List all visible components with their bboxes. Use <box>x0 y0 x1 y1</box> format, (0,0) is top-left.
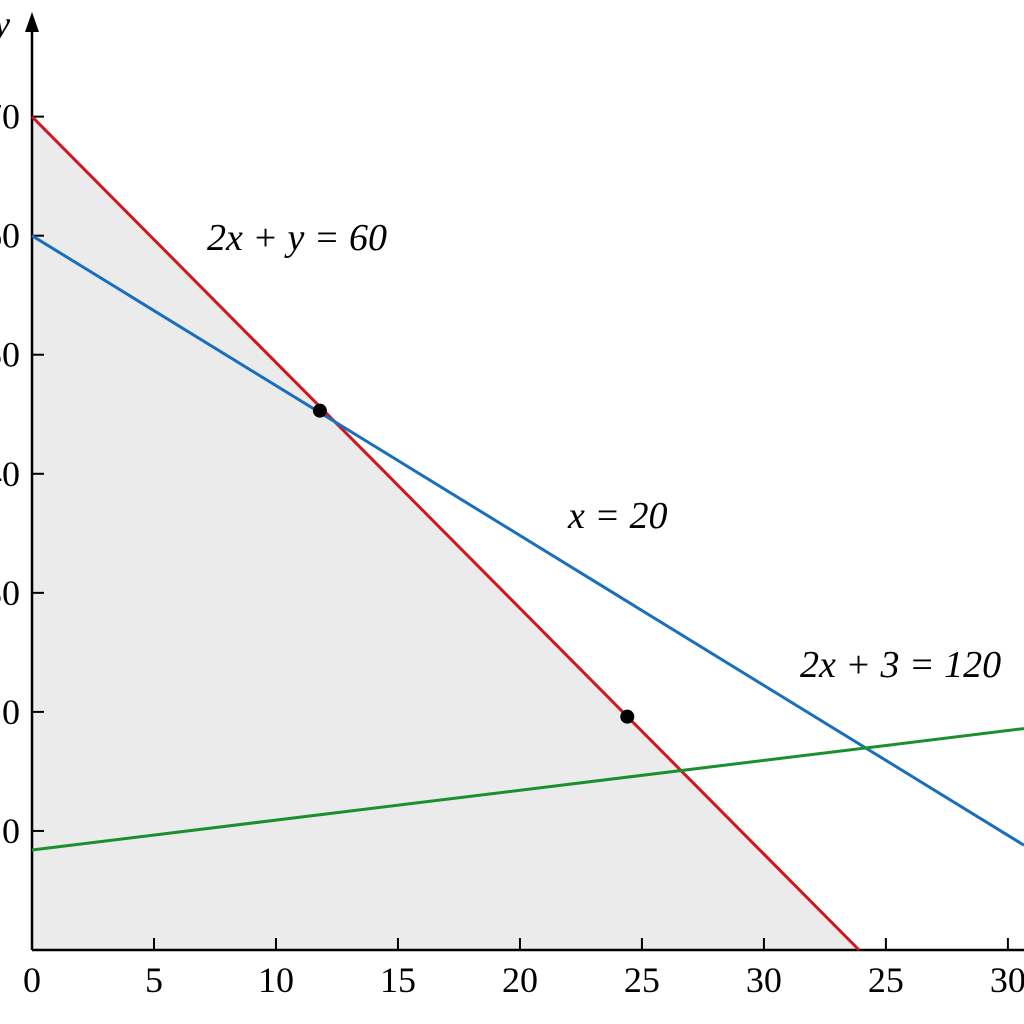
line-label: 2x + y = 60 <box>207 217 387 259</box>
y-axis-label: y <box>0 4 10 44</box>
y-tick-label: 30 <box>0 573 20 613</box>
x-tick-label: 10 <box>258 960 294 1000</box>
line-label: x = 20 <box>567 495 668 537</box>
x-tick-label: 20 <box>502 960 538 1000</box>
y-axis-arrow <box>25 12 39 32</box>
line-label: 2x + 3 = 120 <box>800 644 1001 686</box>
line <box>31 727 1024 852</box>
vertex-point <box>620 709 635 724</box>
y-tick-label: 50 <box>0 335 20 375</box>
y-tick-label: 40 <box>0 454 20 494</box>
line <box>30 115 861 952</box>
y-tick-label: 10 <box>0 811 20 851</box>
y-tick-label: 20 <box>0 692 20 732</box>
x-tick-label: 25 <box>868 960 904 1000</box>
x-tick-label: 5 <box>145 960 163 1000</box>
x-tick-label: 25 <box>624 960 660 1000</box>
line <box>31 234 1024 847</box>
x-tick-label: 15 <box>380 960 416 1000</box>
x-tick-label: 30 <box>990 960 1024 1000</box>
y-tick-label: 60 <box>0 216 20 256</box>
x-tick-label: 0 <box>23 960 41 1000</box>
x-tick-label: 30 <box>746 960 782 1000</box>
vertex-point <box>312 403 327 418</box>
y-tick-label: 70 <box>0 97 20 137</box>
